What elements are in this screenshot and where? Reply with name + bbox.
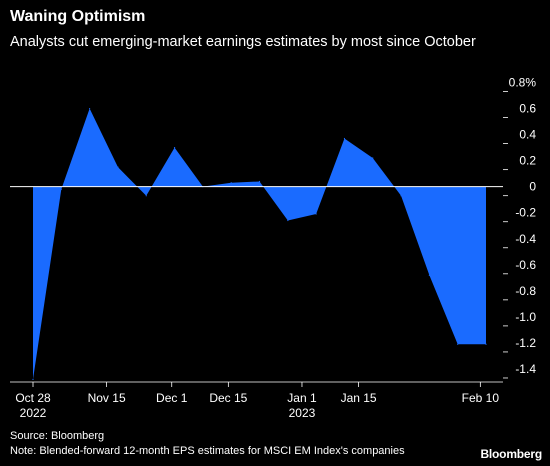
- x-tick-label: Dec 15: [209, 391, 247, 405]
- data-point: [428, 274, 430, 276]
- x-tick-year-label: 2023: [289, 406, 316, 420]
- bloomberg-logo: Bloomberg: [480, 447, 542, 461]
- data-point: [343, 137, 346, 140]
- x-tick-year-label: 2022: [20, 406, 47, 420]
- data-point: [457, 343, 459, 345]
- area-series: [33, 108, 486, 380]
- y-tick-label: 0: [529, 180, 536, 194]
- data-point: [258, 180, 261, 183]
- y-tick-label: -0.2: [515, 206, 536, 220]
- y-tick-label: 0.2: [519, 154, 536, 168]
- data-point: [173, 147, 176, 149]
- data-point: [117, 166, 119, 168]
- data-point: [372, 157, 374, 159]
- y-tick-label: -1.0: [515, 310, 536, 324]
- data-point: [89, 107, 91, 110]
- chart-title: Waning Optimism: [10, 8, 146, 25]
- data-point: [145, 195, 147, 197]
- data-point: [60, 188, 62, 190]
- y-tick-label: -0.8: [515, 284, 536, 298]
- x-tick-label: Oct 28: [15, 391, 51, 405]
- y-tick-label: -1.4: [515, 362, 536, 376]
- y-tick-label: 0.6: [519, 102, 536, 116]
- y-tick-label: 0.8%: [509, 76, 537, 90]
- area-chart: 0.8% 0.6 0.4 0.2 0 -0.2 -0.4 -0.6 -0.8 -1.0 -1.2 -1…: [10, 76, 537, 420]
- x-tick-label: Jan 15: [341, 391, 377, 405]
- data-point: [400, 195, 402, 197]
- y-tick-label: -1.2: [515, 336, 536, 350]
- x-tick-label: Dec 1: [156, 391, 188, 405]
- x-tick-label: Nov 15: [88, 391, 126, 405]
- y-tick-label: -0.6: [515, 258, 536, 272]
- source-note: Source: Bloomberg: [10, 430, 105, 442]
- data-point: [32, 378, 34, 380]
- chart-subtitle: Analysts cut emerging-market earnings es…: [10, 34, 476, 50]
- data-point: [315, 213, 317, 215]
- data-point: [485, 343, 487, 345]
- x-tick-label: Jan 1: [287, 391, 317, 405]
- data-point: [287, 219, 289, 222]
- y-tick-label: 0.4: [519, 128, 536, 142]
- y-tick-label: -0.4: [515, 232, 536, 246]
- methodology-note: Note: Blended-forward 12-month EPS estim…: [10, 445, 405, 457]
- x-tick-label: Feb 10: [462, 391, 500, 405]
- data-point: [230, 182, 232, 184]
